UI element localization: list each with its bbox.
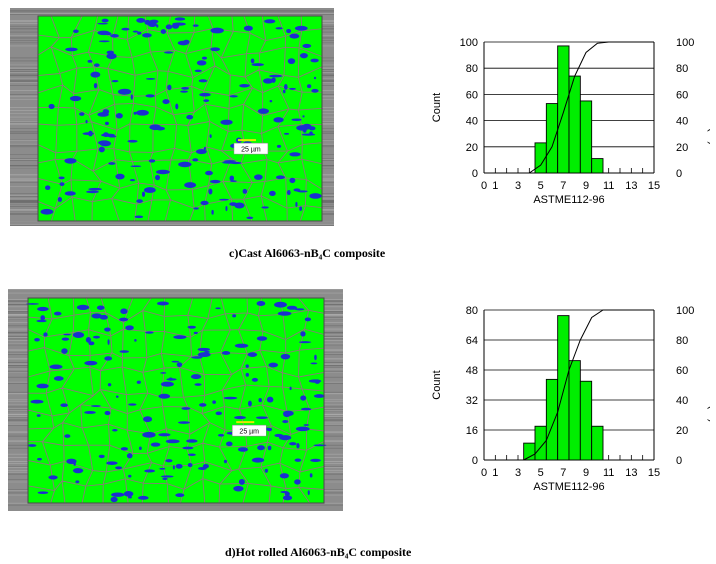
y-tick-label: 100 xyxy=(460,37,478,49)
x-tick-label: 11 xyxy=(603,180,614,192)
x-tick-label: 0 xyxy=(481,180,487,192)
histogram-bar xyxy=(591,425,604,461)
y2-tick-label: 80 xyxy=(676,335,688,347)
scale-bar-label: 25 µm xyxy=(241,147,261,154)
x-tick-label: 3 xyxy=(515,467,521,479)
x-tick-label: 13 xyxy=(625,467,637,479)
scale-bar-box xyxy=(231,424,267,437)
scale-bar-box xyxy=(233,142,269,155)
x-axis-label: ASTME112-96 xyxy=(533,481,604,493)
histogram-bar xyxy=(579,100,593,174)
y-tick-label: 48 xyxy=(466,365,478,377)
y2-tick-label: 60 xyxy=(676,365,688,377)
y2-tick-label: 100 xyxy=(676,305,694,317)
y-tick-label: 80 xyxy=(466,63,478,75)
grain-area xyxy=(28,298,324,503)
cumulative-line xyxy=(529,41,654,174)
y2-axis-label: Cumulative (%) xyxy=(707,70,710,145)
y-tick-label: 60 xyxy=(466,89,478,101)
x-tick-label: 13 xyxy=(625,180,637,192)
y-tick-label: 0 xyxy=(472,455,478,467)
histogram-bar xyxy=(591,158,604,174)
x-tick-label: 9 xyxy=(583,467,589,479)
y-tick-label: 20 xyxy=(466,142,478,154)
x-tick-label: 7 xyxy=(560,180,566,192)
histogram-bar xyxy=(545,378,559,461)
histogram-bar xyxy=(545,103,559,174)
cumulative-line xyxy=(523,309,654,461)
micrograph-cast: 25 µm xyxy=(10,8,334,226)
x-tick-label: 15 xyxy=(648,180,660,192)
x-tick-label: 11 xyxy=(603,467,614,479)
y-tick-label: 40 xyxy=(466,116,478,128)
x-axis-label: ASTME112-96 xyxy=(533,194,604,206)
histogram-bar xyxy=(557,45,570,174)
y2-tick-label: 0 xyxy=(676,168,682,180)
caption-hot-rolled: d)Hot rolled Al6063-nB₄C composite xyxy=(225,545,412,559)
y-axis-label: Count xyxy=(431,93,443,122)
micrograph-hot-rolled: 25 µm xyxy=(8,289,343,511)
y-tick-label: 64 xyxy=(466,335,478,347)
y2-tick-label: 60 xyxy=(676,89,688,101)
x-tick-label: 15 xyxy=(648,467,660,479)
x-tick-label: 5 xyxy=(538,180,544,192)
y2-tick-label: 40 xyxy=(676,116,688,128)
y-tick-label: 32 xyxy=(466,395,478,407)
y2-tick-label: 100 xyxy=(676,37,694,49)
x-tick-label: 1 xyxy=(492,180,498,192)
histogram-bar xyxy=(568,360,581,461)
y2-axis-label: Cumulative (%) xyxy=(707,347,710,422)
y2-tick-label: 80 xyxy=(676,63,688,75)
y2-tick-label: 40 xyxy=(676,395,688,407)
y-tick-label: 16 xyxy=(466,425,478,437)
caption-cast: c)Cast Al6063-nB₄C composite xyxy=(229,246,386,260)
x-tick-label: 7 xyxy=(560,467,566,479)
y2-tick-label: 0 xyxy=(676,455,682,467)
histogram-hot-rolled: 0 16 32 48 64 80 0 20 40 60 80 100 0 1 3 5 7 9 11 13 15 ASTME… xyxy=(410,300,716,535)
histogram-bar xyxy=(557,315,570,461)
x-tick-label: 0 xyxy=(481,467,487,479)
x-tick-label: 1 xyxy=(492,467,498,479)
y2-tick-label: 20 xyxy=(676,425,688,437)
y-tick-label: 0 xyxy=(472,168,478,180)
scale-bar-label: 25 µm xyxy=(239,429,259,436)
x-tick-label: 3 xyxy=(515,180,521,192)
x-tick-label: 9 xyxy=(583,180,589,192)
y-tick-label: 80 xyxy=(466,305,478,317)
x-tick-label: 5 xyxy=(538,467,544,479)
y-axis-label: Count xyxy=(431,370,443,399)
histogram-cast: 0 20 40 60 80 100 0 20 40 60 80 100 0 1 3 5 7 9 11 13 15 ASTM… xyxy=(410,32,716,267)
y2-tick-label: 20 xyxy=(676,142,688,154)
histogram-bar xyxy=(579,380,593,461)
